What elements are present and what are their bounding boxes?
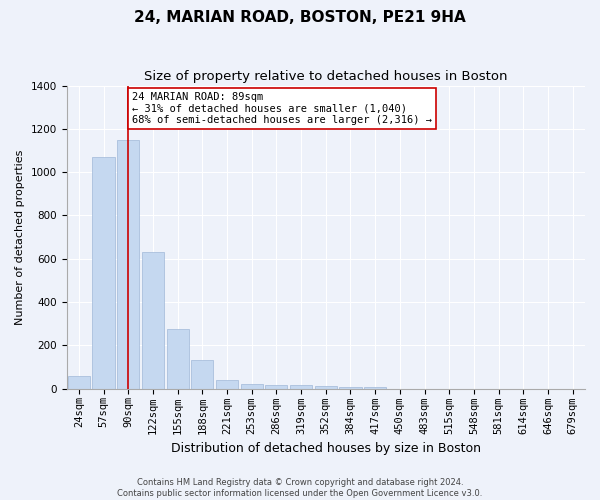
- Bar: [142, 252, 164, 388]
- Bar: [290, 386, 312, 388]
- Bar: [265, 386, 287, 388]
- Y-axis label: Number of detached properties: Number of detached properties: [15, 150, 25, 324]
- Text: 24 MARIAN ROAD: 89sqm
← 31% of detached houses are smaller (1,040)
68% of semi-d: 24 MARIAN ROAD: 89sqm ← 31% of detached …: [132, 92, 432, 125]
- Bar: [191, 360, 214, 388]
- X-axis label: Distribution of detached houses by size in Boston: Distribution of detached houses by size …: [171, 442, 481, 455]
- Bar: [241, 384, 263, 388]
- Bar: [314, 386, 337, 388]
- Bar: [216, 380, 238, 388]
- Bar: [68, 376, 90, 388]
- Text: 24, MARIAN ROAD, BOSTON, PE21 9HA: 24, MARIAN ROAD, BOSTON, PE21 9HA: [134, 10, 466, 25]
- Bar: [167, 329, 189, 388]
- Title: Size of property relative to detached houses in Boston: Size of property relative to detached ho…: [144, 70, 508, 83]
- Bar: [117, 140, 139, 388]
- Text: Contains HM Land Registry data © Crown copyright and database right 2024.
Contai: Contains HM Land Registry data © Crown c…: [118, 478, 482, 498]
- Bar: [92, 157, 115, 388]
